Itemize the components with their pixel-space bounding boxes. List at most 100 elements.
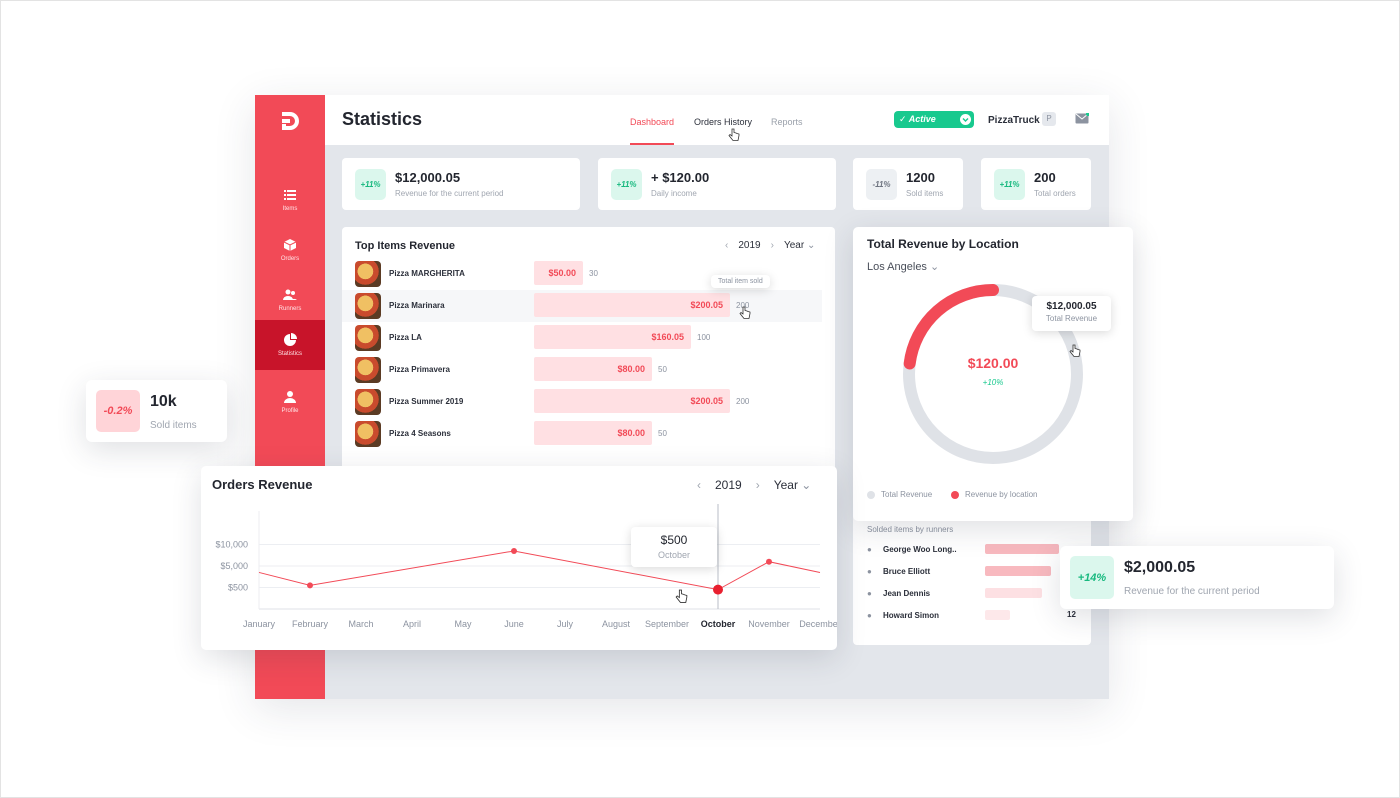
location-panel: Total Revenue by Location Los Angeles ⌄ … <box>853 227 1133 521</box>
x-tick-label: February <box>292 619 329 629</box>
revenue-bar <box>534 261 583 285</box>
topbar: Statistics Dashboard Orders History Repo… <box>325 95 1109 145</box>
runner-row: ● George Woo Long.. <box>867 540 1087 558</box>
stat-label: Daily income <box>651 189 697 198</box>
account-avatar[interactable]: P <box>1042 112 1056 126</box>
pizza-thumbnail <box>355 357 381 383</box>
tab-dashboard[interactable]: Dashboard <box>630 117 675 145</box>
stat-value: + $120.00 <box>651 170 710 185</box>
sidebar-item-orders[interactable]: Orders <box>255 225 325 275</box>
stat-card-sold-items: -11% 1200 Sold items <box>853 158 963 210</box>
item-name: Pizza Primavera <box>389 365 450 374</box>
account-name[interactable]: PizzaTruck <box>988 115 1040 126</box>
runner-bar <box>985 610 1010 620</box>
revenue-value: $160.05 <box>651 332 684 342</box>
revenue-bar <box>534 293 730 317</box>
sidebar-item-items[interactable]: Items <box>255 175 325 225</box>
chevron-right-icon[interactable]: › <box>770 240 774 251</box>
period-dropdown[interactable]: Year ⌄ <box>774 478 812 492</box>
stat-card-daily-income: +11% + $120.00 Daily income <box>598 158 836 210</box>
data-point[interactable] <box>766 558 772 565</box>
chevron-right-icon[interactable]: › <box>755 478 760 492</box>
data-point[interactable] <box>713 584 723 595</box>
status-label: Active <box>908 114 936 124</box>
list-icon <box>284 190 296 200</box>
revenue-value: $80.00 <box>617 364 645 374</box>
runner-value: 12 <box>1067 610 1076 619</box>
location-dropdown[interactable]: Los Angeles ⌄ <box>867 260 939 273</box>
x-tick-label: November <box>748 619 790 629</box>
sidebar-item-label: Orders <box>280 256 300 262</box>
legend-label: Total Revenue <box>881 490 933 499</box>
page-title: Statistics <box>342 109 423 129</box>
tooltip-value: $12,000.05 <box>1046 301 1097 312</box>
change-badge: +11% <box>994 168 1025 200</box>
period-dropdown[interactable]: Year ⌄ <box>784 240 815 251</box>
donut-segment[interactable] <box>903 284 999 370</box>
runner-name: Howard Simon <box>883 610 940 620</box>
tab-orders-history[interactable]: Orders History <box>694 117 753 127</box>
x-tick-label: January <box>243 619 276 629</box>
list-item[interactable]: Pizza Summer 2019 $200.05 200 <box>342 386 822 418</box>
x-tick-label: March <box>348 619 373 629</box>
revenue-bar <box>534 325 691 349</box>
pizza-thumbnail <box>355 421 381 447</box>
sold-count: 30 <box>589 269 598 278</box>
list-item[interactable]: Pizza 4 Seasons $80.00 50 <box>342 418 822 450</box>
y-tick-label: $5,000 <box>220 561 248 571</box>
stat-label: Total orders <box>1034 189 1076 198</box>
hand-cursor-icon <box>739 306 751 319</box>
list-item[interactable]: Pizza MARGHERITA $50.00 30 <box>342 258 822 290</box>
revenue-value: $200.05 <box>690 396 723 406</box>
stat-label: Revenue for the current period <box>395 189 504 198</box>
data-point[interactable] <box>511 547 517 554</box>
sidebar-item-label: Profile <box>281 408 299 414</box>
runner-bar <box>985 544 1059 554</box>
floating-sold-card: -0.2% 10k Sold items <box>86 380 227 442</box>
sidebar-item-runners[interactable]: Runners <box>255 275 325 325</box>
revenue-bar <box>534 389 730 413</box>
mail-icon[interactable] <box>1075 113 1089 124</box>
list-item[interactable]: Pizza Marinara $200.05 200 <box>342 290 822 322</box>
revenue-value: $200.05 <box>690 300 723 310</box>
runner-bar <box>985 566 1051 576</box>
tooltip-value: $500 <box>660 533 688 547</box>
hand-cursor-icon <box>1069 344 1081 357</box>
chevron-left-icon[interactable]: ‹ <box>725 240 729 251</box>
period-label: Year <box>773 478 798 492</box>
revenue-bar <box>534 357 652 381</box>
change-badge: -11% <box>866 168 897 200</box>
panel-title: Total Revenue by Location <box>867 237 1019 251</box>
tab-reports[interactable]: Reports <box>771 117 803 127</box>
runner-row: ● Jean Dennis <box>867 584 1087 602</box>
donut-center-value: $120.00 <box>967 355 1019 371</box>
sidebar-item-label: Statistics <box>277 351 302 357</box>
series-line <box>258 550 821 591</box>
stat-value: 1200 <box>906 170 935 185</box>
item-name: Pizza 4 Seasons <box>389 429 451 438</box>
revenue-bar <box>534 421 652 445</box>
sidebar-item-statistics[interactable]: Statistics <box>255 320 325 370</box>
item-name: Pizza MARGHERITA <box>389 269 465 278</box>
chevron-left-icon[interactable]: ‹ <box>697 478 701 492</box>
list-item[interactable]: Pizza LA $160.05 100 <box>342 322 822 354</box>
list-item[interactable]: Pizza Primavera $80.00 50 <box>342 354 822 386</box>
sold-count: 200 <box>736 301 750 310</box>
floating-revenue-card: +14% $2,000.05 Revenue for the current p… <box>1060 546 1334 609</box>
pizza-thumbnail <box>355 325 381 351</box>
logo-icon[interactable] <box>278 109 302 133</box>
period-selector: ‹ 2019 › Year ⌄ <box>697 478 811 492</box>
sold-count: 200 <box>736 397 750 406</box>
sold-count: 50 <box>658 429 667 438</box>
runner-name: Jean Dennis <box>883 588 931 598</box>
sidebar-item-profile[interactable]: Profile <box>255 377 325 427</box>
stat-label: Sold items <box>906 189 944 198</box>
users-icon <box>283 289 297 300</box>
pizza-thumbnail <box>355 261 381 287</box>
x-tick-label: August <box>602 619 631 629</box>
data-point[interactable] <box>307 582 313 589</box>
pizza-thumbnail <box>355 389 381 415</box>
pizza-thumbnail <box>355 293 381 319</box>
chart-tooltip: $500 October <box>631 527 717 567</box>
status-dropdown[interactable]: ✓ Active <box>894 111 974 128</box>
